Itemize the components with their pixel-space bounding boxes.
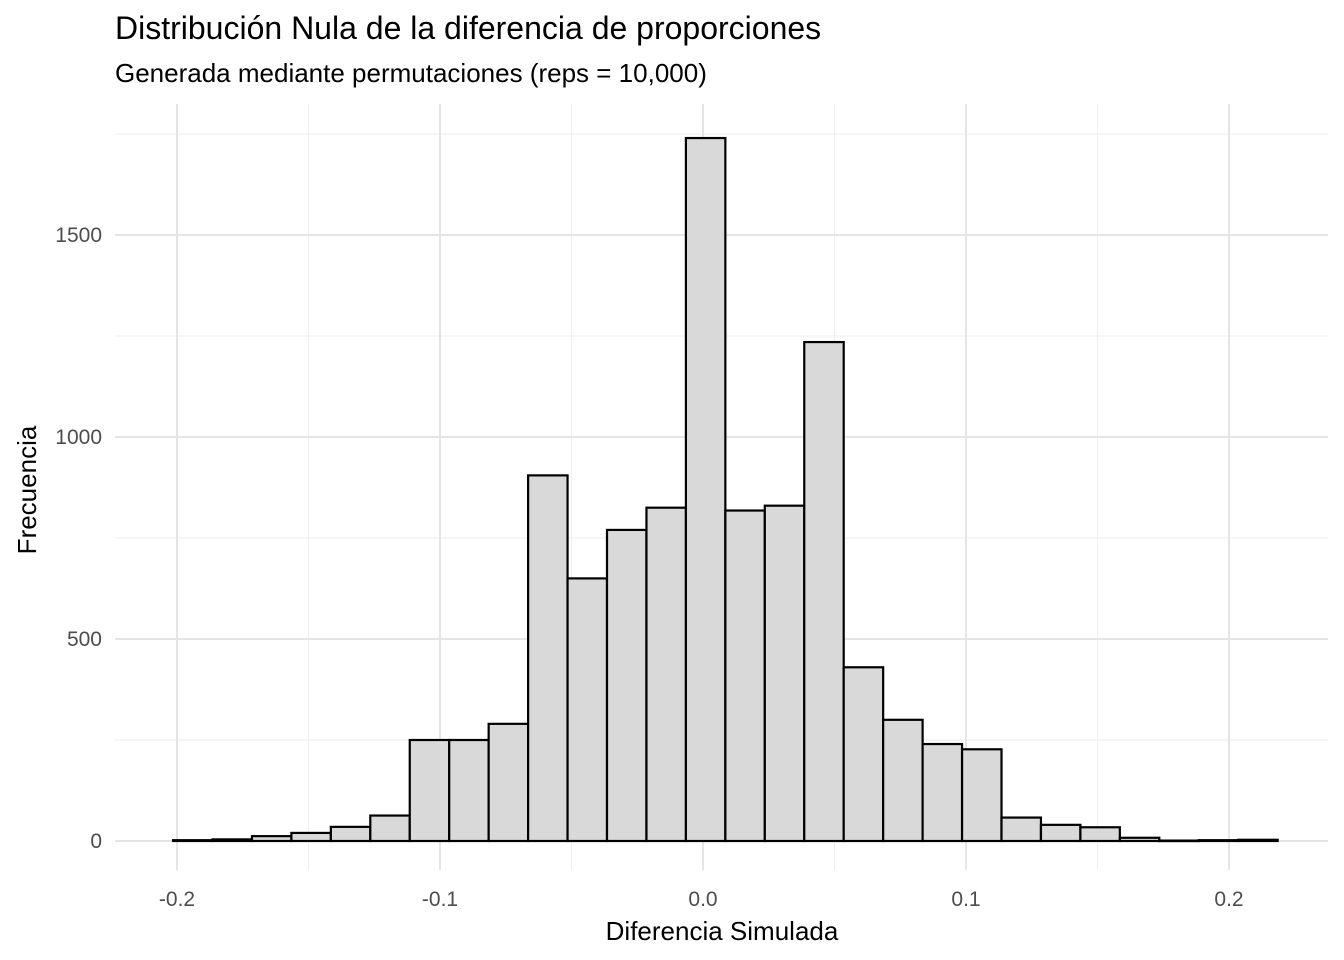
histogram-bars <box>171 136 1279 843</box>
histogram-bar <box>171 839 214 843</box>
histogram-bar <box>1237 838 1279 843</box>
histogram-bar <box>645 506 688 843</box>
histogram-bar <box>842 666 885 843</box>
histogram-bar <box>448 738 490 843</box>
histogram-bar <box>250 835 293 843</box>
histogram-bar <box>1197 839 1240 843</box>
histogram-bar <box>803 340 845 843</box>
histogram-bar <box>290 831 332 843</box>
histogram-bar <box>527 474 569 843</box>
histogram-bar <box>882 718 924 843</box>
histogram-bar <box>1158 839 1200 843</box>
histogram-bar <box>724 509 766 843</box>
x-tick-label: 0.0 <box>688 888 717 911</box>
y-tick-label: 0 <box>90 830 102 853</box>
histogram-bar <box>1039 823 1082 843</box>
histogram-bar <box>369 814 411 843</box>
y-tick-label: 1000 <box>55 426 102 449</box>
histogram-bar <box>408 738 451 843</box>
histogram-bar <box>487 722 530 843</box>
chart-subtitle: Generada mediante permutaciones (reps = … <box>115 58 707 88</box>
y-axis-tick-labels: 0 500 1000 1500 <box>55 224 102 853</box>
histogram-bar <box>1079 826 1121 843</box>
histogram-bar <box>566 577 609 843</box>
x-axis-title: Diferencia Simulada <box>606 916 839 946</box>
x-axis-tick-labels: -0.2 -0.1 0.0 0.1 0.2 <box>159 888 1244 911</box>
y-tick-label: 500 <box>67 628 102 651</box>
histogram-bar <box>1118 836 1161 843</box>
chart-title: Distribución Nula de la diferencia de pr… <box>115 10 822 46</box>
histogram-bar <box>605 528 648 843</box>
histogram-bar <box>960 748 1003 843</box>
histogram-bar <box>1000 816 1043 843</box>
histogram-bar <box>763 504 806 843</box>
histogram-bar <box>684 136 727 843</box>
histogram-bar <box>211 838 254 843</box>
histogram-bar <box>921 742 964 843</box>
x-tick-label: 0.2 <box>1214 888 1243 911</box>
y-tick-label: 1500 <box>55 224 102 247</box>
x-tick-label: -0.2 <box>159 888 195 911</box>
x-tick-label: -0.1 <box>422 888 458 911</box>
y-axis-title: Frecuencia <box>12 425 42 554</box>
x-tick-label: 0.1 <box>951 888 980 911</box>
histogram-bar <box>329 825 372 843</box>
